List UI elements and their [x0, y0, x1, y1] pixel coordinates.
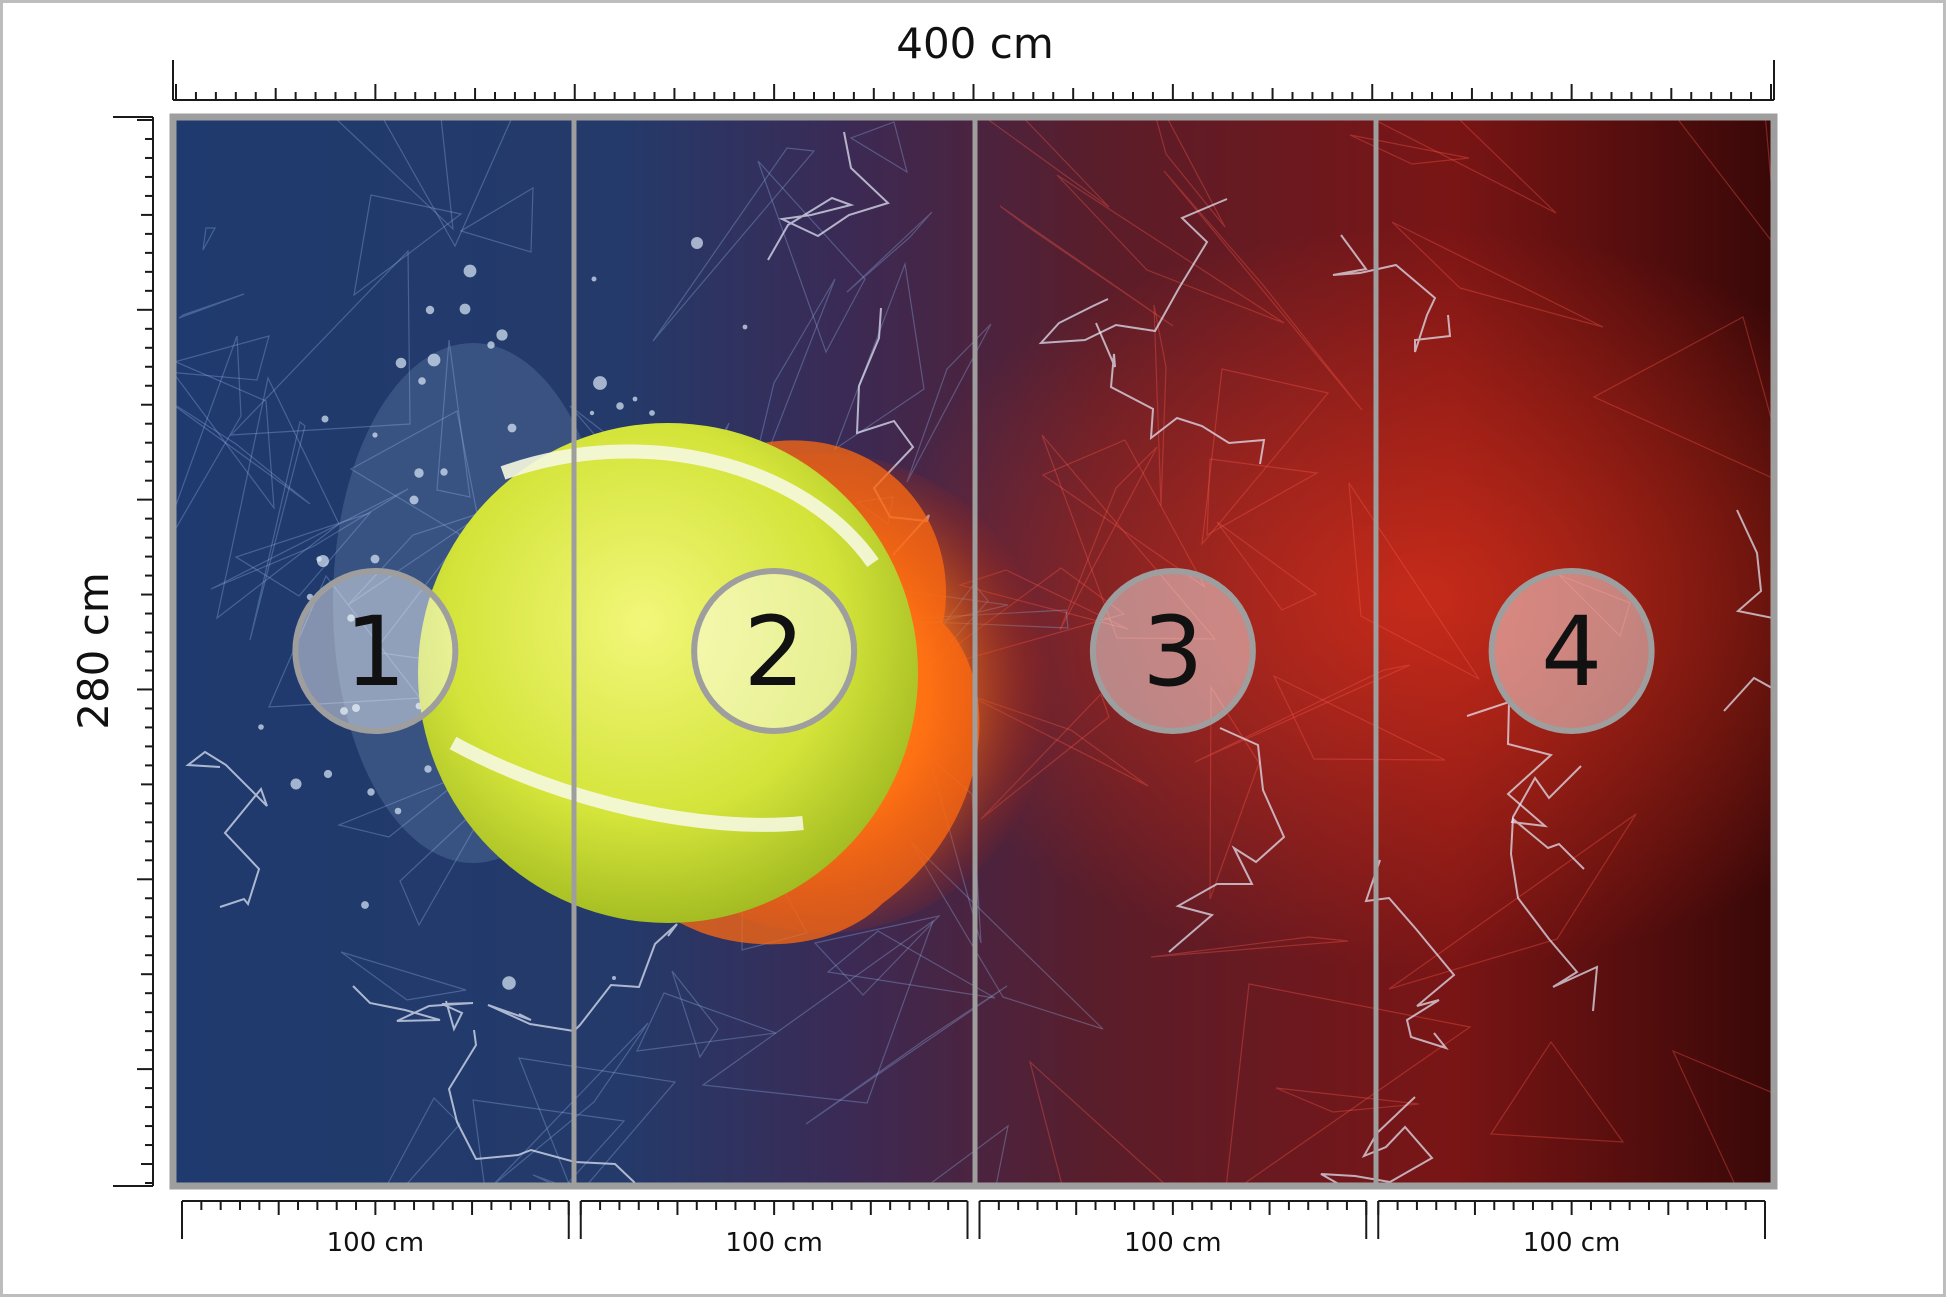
panel-4-badge — [1488, 568, 1655, 734]
panel-3-width-label: 100 cm — [1124, 1228, 1222, 1258]
panel-frame — [169, 113, 1778, 1190]
panel-4-number: 4 — [1541, 596, 1602, 708]
panel-3-number: 3 — [1142, 596, 1203, 708]
rulers — [113, 60, 1775, 1239]
panel-2-width-label: 100 cm — [725, 1228, 823, 1258]
panel-number-badges: 1 2 3 4 — [292, 568, 1655, 734]
panel-4-width-label: 100 cm — [1523, 1228, 1621, 1258]
panel-width-labels: 100 cm 100 cm 100 cm 100 cm — [327, 1228, 1621, 1258]
tennis-ball-icon — [418, 423, 918, 923]
panel-1-badge — [292, 568, 459, 734]
panel-2-number: 2 — [744, 596, 805, 708]
panel-3-badge — [1089, 568, 1256, 734]
total-height-label: 280 cm — [69, 572, 118, 730]
panel-2-badge — [691, 568, 858, 734]
panel-1-number: 1 — [345, 596, 406, 708]
total-width-label: 400 cm — [896, 19, 1054, 68]
panel-1-width-label: 100 cm — [327, 1228, 425, 1258]
